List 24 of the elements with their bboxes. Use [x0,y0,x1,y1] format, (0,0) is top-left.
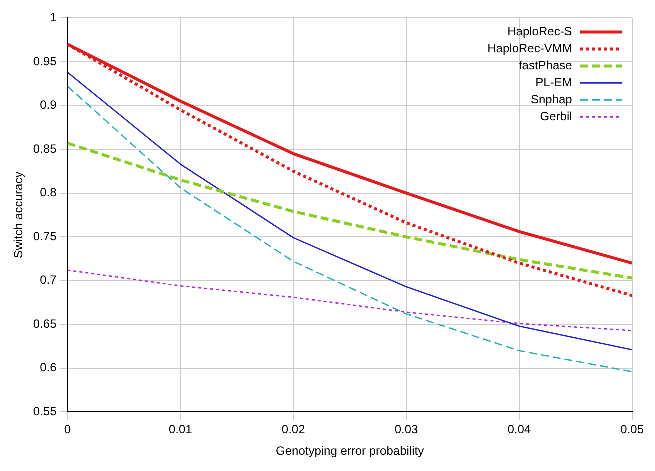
x-tick-label: 0.01 [168,422,193,437]
y-tick-label: 0.75 [33,229,58,244]
legend-label: Gerbil [540,110,572,124]
legend-label: Snphap [530,92,573,107]
x-tick-label: 0.05 [620,422,644,437]
y-tick-label: 0.7 [40,273,58,288]
y-tick-label: 0.6 [40,360,58,375]
x-tick-label: 0.02 [282,422,306,437]
y-tick-label: 0.65 [33,316,58,331]
y-tick-label: 0.95 [33,54,58,68]
x-tick-label: 0.03 [394,422,418,437]
legend-label: HaploRec-VMM [488,42,572,56]
y-tick-label: 0.85 [33,142,58,156]
legend-label: PL-EM [536,76,572,90]
y-tick-label: 0.9 [40,98,58,112]
x-axis-title: Genotyping error probability [276,444,424,458]
x-tick-label: 0.04 [508,422,532,437]
legend-label: HaploRec-S [508,24,572,39]
legend-label: fastPhase [518,58,573,73]
x-tick-label: 0 [64,422,72,437]
y-tick-label: 1 [50,10,58,25]
y-tick-label: 0.55 [33,404,58,419]
y-axis-title: Switch accuracy [12,172,26,259]
y-tick-label: 0.8 [40,186,58,200]
